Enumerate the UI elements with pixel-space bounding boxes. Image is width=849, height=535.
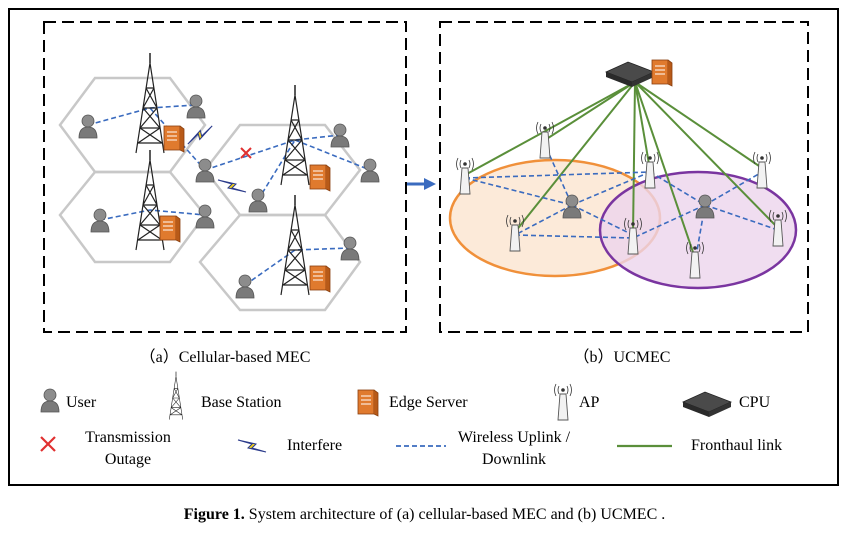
user-icon (90, 208, 110, 233)
edge-server-icon (357, 389, 379, 417)
panel-a (43, 21, 407, 333)
legend-base-station: Base Station (201, 394, 281, 411)
legend-wireless-line1: Wireless Uplink / (458, 429, 571, 446)
edge-server-icon (163, 125, 185, 153)
edge-server-icon (309, 164, 331, 192)
interfere-icon (187, 119, 213, 151)
cpu-icon (605, 61, 655, 88)
base-station-icon (135, 52, 165, 154)
edge-server-icon (651, 59, 673, 87)
cpu-icon (682, 391, 732, 418)
legend-outage-line2: Outage (105, 451, 151, 468)
base-station-icon (280, 194, 310, 296)
user-icon (248, 188, 268, 213)
user-icon (360, 158, 380, 183)
base-station-icon (168, 371, 184, 420)
edge-server-icon (309, 265, 331, 293)
legend-wireless-line2: Downlink (482, 451, 546, 468)
arrow (407, 178, 436, 190)
legend-outage-line1: Transmission (85, 429, 171, 446)
hex-cells (58, 76, 362, 312)
caption-text: System architecture of (a) cellular-base… (244, 506, 666, 523)
wireless-links-a (87, 104, 371, 286)
base-station-icon (280, 84, 310, 186)
outage-icon (40, 436, 56, 452)
legend-user: User (66, 394, 97, 411)
legend-interfere: Interfere (287, 437, 342, 454)
user-icon (40, 388, 60, 413)
interfere-icon (237, 439, 267, 453)
user-icon (78, 114, 98, 139)
edge-server-icon (159, 215, 181, 243)
ap-icon (554, 383, 572, 421)
panel-b (439, 21, 809, 333)
figure-frame (8, 8, 839, 486)
panel-b-label: （b）UCMEC (574, 348, 671, 366)
caption-label: Figure 1. (183, 506, 245, 523)
outage-icon (240, 147, 252, 159)
legend: User Base Station Edge Server AP CPU Tra… (40, 371, 782, 468)
legend-edge-server: Edge Server (389, 394, 468, 411)
panel-a-label: （a）Cellular-based MEC (140, 348, 311, 366)
legend-fronthaul: Fronthaul link (691, 437, 782, 454)
legend-cpu: CPU (739, 394, 771, 411)
figure-caption: Figure 1. System architecture of (a) cel… (0, 506, 849, 524)
legend-ap: AP (579, 394, 600, 411)
user-icon (235, 274, 255, 299)
